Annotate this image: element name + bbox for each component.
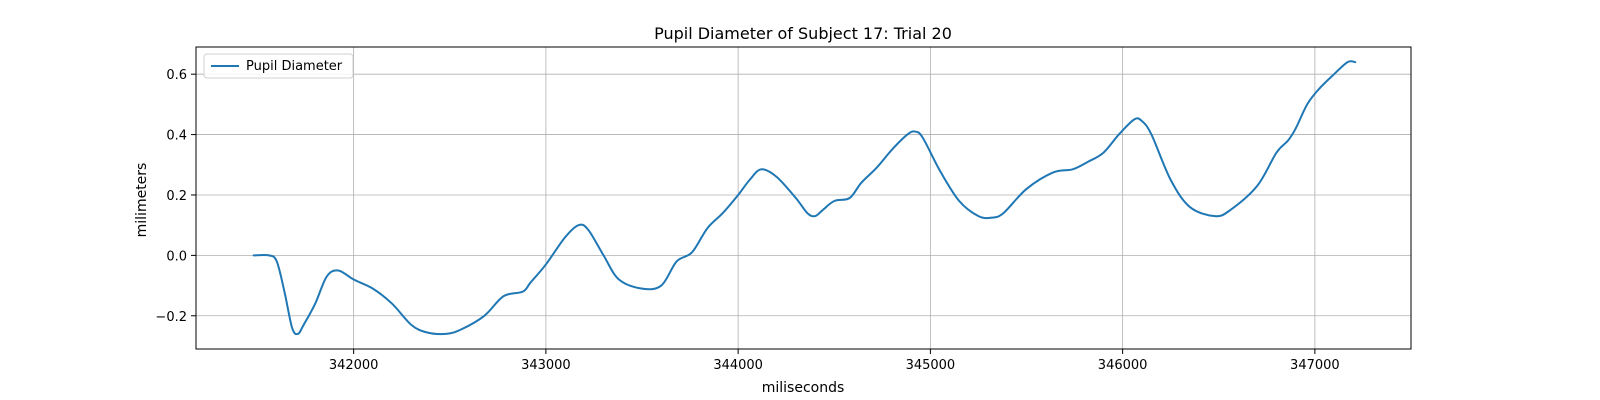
chart-title: Pupil Diameter of Subject 17: Trial 20 [654, 24, 952, 43]
series-layer [252, 60, 1357, 336]
x-tick-label: 347000 [1290, 358, 1340, 373]
series-line-pupil-diameter [252, 60, 1357, 336]
x-axis-title: miliseconds [762, 380, 845, 396]
legend: Pupil Diameter [203, 53, 354, 79]
y-tick-label: 0.4 [166, 129, 187, 144]
y-tick-label: 0.6 [166, 68, 187, 83]
x-tick-label: 345000 [906, 358, 956, 373]
plot-frame [195, 46, 1412, 350]
x-tick-label: 344000 [713, 358, 763, 373]
tick-layer: 342000 343000 344000 345000 346000 347000 −0.2… [155, 68, 1339, 373]
x-tick-label: 346000 [1098, 358, 1148, 373]
legend-box [203, 53, 354, 79]
legend-label-pupil-diameter: Pupil Diameter [246, 59, 343, 74]
x-tick-label: 343000 [521, 358, 571, 373]
y-axis-title: milimeters [134, 163, 150, 238]
x-tick-label: 342000 [329, 358, 379, 373]
y-tick-label: 0.0 [166, 249, 187, 264]
y-tick-label: −0.2 [155, 310, 187, 325]
grid-layer [196, 47, 1411, 349]
y-tick-label: 0.2 [166, 189, 187, 204]
